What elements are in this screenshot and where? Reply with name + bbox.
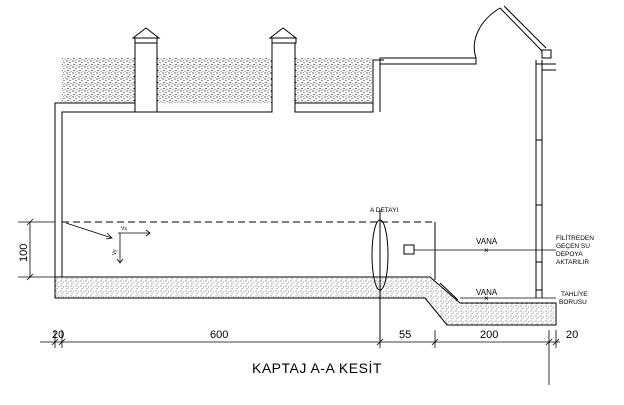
dim-main-span: 600 <box>210 329 228 341</box>
dim-right-wall: 20 <box>566 329 578 341</box>
dim-step: 55 <box>399 329 411 341</box>
gravel-block-3 <box>295 58 373 103</box>
gravel-block-2 <box>157 58 272 103</box>
velocity-vertical-label: Vy <box>112 249 118 255</box>
detail-label: A DETAYI <box>370 207 398 214</box>
drain-note-line-1: TAHLİYE <box>561 289 588 298</box>
access-hatch <box>473 5 552 59</box>
vent-cap-left <box>131 27 161 44</box>
velocity-label: Vs <box>121 226 127 232</box>
valve-lower-mark: × <box>484 294 489 303</box>
outlet-box <box>403 244 415 255</box>
gravel-block-1 <box>62 58 135 103</box>
filter-note-line-1: FİLİTREDEN <box>556 233 594 242</box>
valve-upper-label: VANA <box>476 237 498 246</box>
bottom-dimension-line <box>40 330 560 385</box>
drawing-title: KAPTAJ A-A KESİT <box>252 359 382 376</box>
filter-note: FİLİTREDEN GEÇEN SU DEPOYA AKTARILIR <box>556 233 594 266</box>
valve-upper-mark: × <box>484 246 489 255</box>
floor-slab <box>54 276 557 326</box>
height-dimension <box>18 218 55 281</box>
height-dimension-label: 100 <box>18 244 30 262</box>
valve-lower-label: VANA <box>476 288 498 297</box>
filter-note-line-4: AKTARILIR <box>556 259 589 266</box>
dim-pit: 200 <box>480 329 498 341</box>
filter-note-line-3: DEPOYA <box>556 251 583 258</box>
structure-outline <box>54 40 556 298</box>
ladder <box>536 139 542 291</box>
dim-left-wall: 20 <box>52 329 64 341</box>
drain-note-line-2: BORUSU <box>559 299 587 306</box>
vent-cap-right <box>268 27 298 44</box>
slope-line <box>439 282 459 301</box>
drain-note: TAHLİYE BORUSU <box>559 289 588 306</box>
filter-note-line-2: GEÇEN SU <box>556 243 590 250</box>
velocity-vectors <box>65 222 151 264</box>
